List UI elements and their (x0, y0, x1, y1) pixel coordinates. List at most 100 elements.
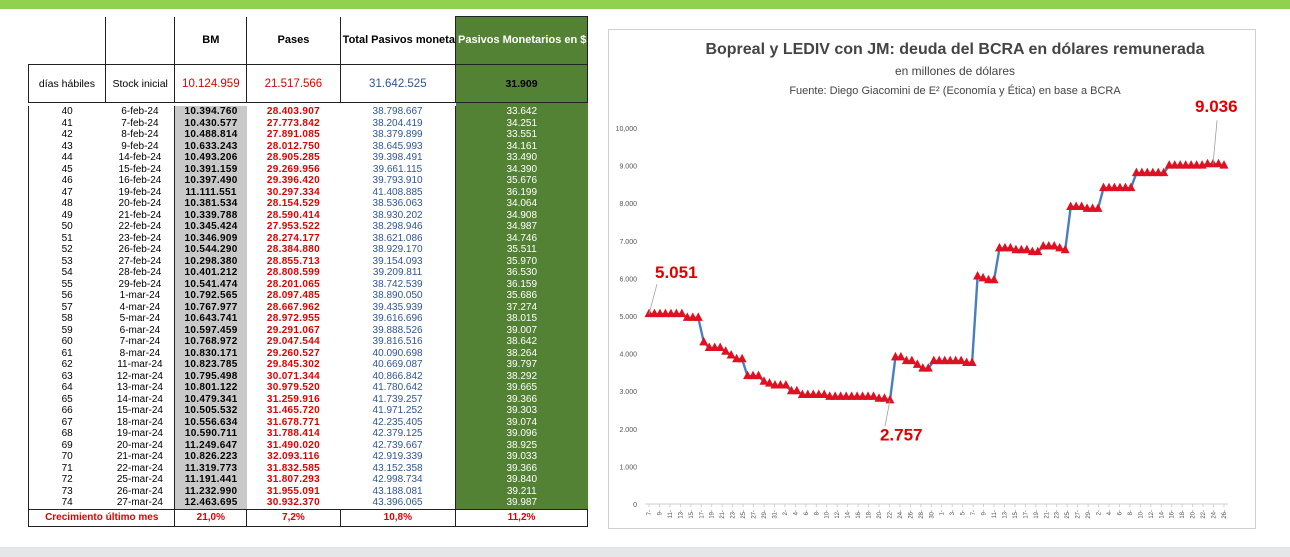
data-point-marker (819, 389, 829, 398)
x-tick-label: 9- (657, 510, 663, 515)
table-row-cell: 22-mar-24 (105, 462, 176, 474)
table-row-cell: 28.590.414 (266, 209, 320, 221)
table-row-cell: 10.430.577 (174, 117, 247, 129)
table-row-cell: 11.232.990 (174, 485, 247, 497)
x-tick-label: 16- (1170, 510, 1176, 519)
x-tick-label: 14- (1159, 510, 1165, 519)
x-tick-label: 24- (898, 510, 904, 519)
table-row-cell: 43.396.065 (340, 497, 457, 509)
y-tick-label: 0 (633, 502, 637, 509)
table-row-cell: 10.339.788 (174, 209, 247, 221)
data-point-marker (1022, 244, 1032, 254)
table-row-cell: 62 (28, 359, 106, 371)
table-row-cell: 39.096 (455, 428, 588, 440)
data-point-marker (1126, 182, 1136, 192)
x-tick-label: 9- (982, 510, 988, 515)
table-row-cell: 8-mar-24 (105, 347, 176, 359)
table-row-cell: 29.291.067 (266, 324, 320, 336)
table-row: 62 11-mar-24 10.823.785 29.845.302 40.669.08… (28, 359, 588, 371)
table-row-cell: 10.391.159 (174, 163, 247, 175)
table-row-cell: 71 (28, 462, 106, 474)
x-tick-label: 7- (647, 510, 653, 515)
y-tick-label: 7.000 (619, 239, 637, 246)
data-point-marker (956, 355, 966, 365)
header-row-cell: Total Pasivos monetarios (340, 16, 457, 65)
table-row: 61 8-mar-24 10.830.171 29.260.527 40.090.698… (28, 347, 588, 359)
table-row-cell: 10.397.490 (174, 175, 247, 187)
table-row-cell: 7-mar-24 (105, 336, 176, 348)
table-row-cell: 18-mar-24 (105, 416, 176, 428)
x-tick-label: 13- (678, 510, 684, 519)
data-point-marker (721, 346, 731, 355)
x-tick-label: 29- (762, 510, 768, 519)
table-row-cell: 10.505.532 (174, 405, 247, 417)
table-row-cell: 38.015 (455, 313, 588, 325)
data-point-marker (781, 380, 791, 389)
x-tick-label: 11- (992, 510, 998, 518)
initial-row-cell: días hábiles (28, 64, 106, 103)
table-row-cell: 39.888.526 (340, 324, 457, 336)
x-tick-label: 17- (699, 510, 705, 519)
table-row-cell: 10.556.634 (174, 416, 247, 428)
table-row-cell: 57 (28, 301, 106, 313)
chart-title: Bopreal y LEDIV con JM: deuda del BCRA e… (705, 41, 1204, 58)
x-tick-label: 14- (846, 510, 852, 519)
table-row-cell: 29-feb-24 (105, 278, 176, 290)
table-row-cell: 36.530 (455, 267, 588, 279)
table-row-cell: 15-feb-24 (105, 163, 176, 175)
table-row-cell: 10.633.243 (174, 140, 247, 152)
x-tick-label: 6- (804, 510, 810, 515)
table-row-cell: 55 (28, 278, 106, 290)
table-row: 69 20-mar-24 11.249.647 31.490.020 42.739.66… (28, 439, 588, 451)
table-row-cell: 69 (28, 439, 106, 451)
table-row-cell: 39.154.093 (340, 255, 457, 267)
table-row-cell: 29.845.302 (266, 359, 320, 370)
table-row-cell: 38.292 (455, 370, 588, 382)
table-row-cell: 43.188.081 (340, 485, 457, 497)
x-tick-label: 30- (929, 510, 935, 519)
table-row: 40 6-feb-24 10.394.760 28.403.907 38.798.667… (28, 106, 588, 118)
x-tick-label: 19- (1034, 510, 1040, 519)
table-row-cell: 40.090.698 (340, 347, 457, 359)
table-row-cell: 31.259.916 (266, 393, 320, 405)
table-row-cell: 39.366 (455, 462, 588, 474)
table-row-cell: 42 (28, 129, 106, 141)
data-point-marker (1060, 244, 1070, 254)
table-row-cell: 72 (28, 474, 106, 486)
footer-cell: 7,2% (246, 508, 341, 527)
table-row-cell: 34.987 (455, 221, 588, 233)
table-row-cell: 39.840 (455, 474, 588, 486)
table-row-cell: 38.204.419 (340, 117, 457, 129)
table-row-cell: 29.260.527 (266, 347, 320, 359)
spacer-row (29, 102, 588, 106)
table-row-cell: 12.463.695 (174, 497, 247, 509)
table-row-cell: 39.435.939 (340, 301, 457, 313)
table-row-cell: 10.541.474 (174, 278, 247, 290)
table-row-cell: 10.792.565 (174, 290, 247, 302)
data-point-marker (896, 351, 906, 361)
data-point-marker (1093, 203, 1103, 212)
table-row-cell: 38.264 (455, 347, 588, 359)
table-row-cell: 54 (28, 267, 106, 279)
table-row: 47 19-feb-24 11.111.551 30.297.334 41.408.88… (28, 186, 588, 198)
table-row-cell: 28.667.962 (266, 301, 320, 313)
x-tick-label: 10- (825, 510, 831, 519)
initial-row-cell: 10.124.959 (174, 64, 248, 103)
x-tick-label: 22- (1201, 510, 1207, 519)
x-tick-label: 25- (741, 510, 747, 519)
top-green-bar (0, 0, 1290, 9)
table-row-cell: 34.161 (455, 140, 588, 152)
table-row-cell: 41.780.642 (340, 382, 457, 394)
table-row: 73 26-mar-24 11.232.990 31.955.091 43.188.08… (28, 485, 588, 497)
table-row-cell: 26-mar-24 (105, 485, 176, 497)
x-tick-label: 7- (971, 510, 977, 515)
table-row-cell: 39.797 (455, 359, 588, 371)
x-tick-label: 17- (1023, 510, 1029, 519)
y-tick-label: 1.000 (619, 464, 637, 471)
table-row-cell: 45 (28, 163, 106, 175)
x-tick-label: 23- (731, 510, 737, 519)
footer-cell: 11,2% (455, 508, 588, 527)
table-row-cell: 30.297.334 (266, 186, 320, 198)
data-point-marker (1005, 242, 1015, 252)
y-tick-label: 4.000 (619, 352, 637, 359)
